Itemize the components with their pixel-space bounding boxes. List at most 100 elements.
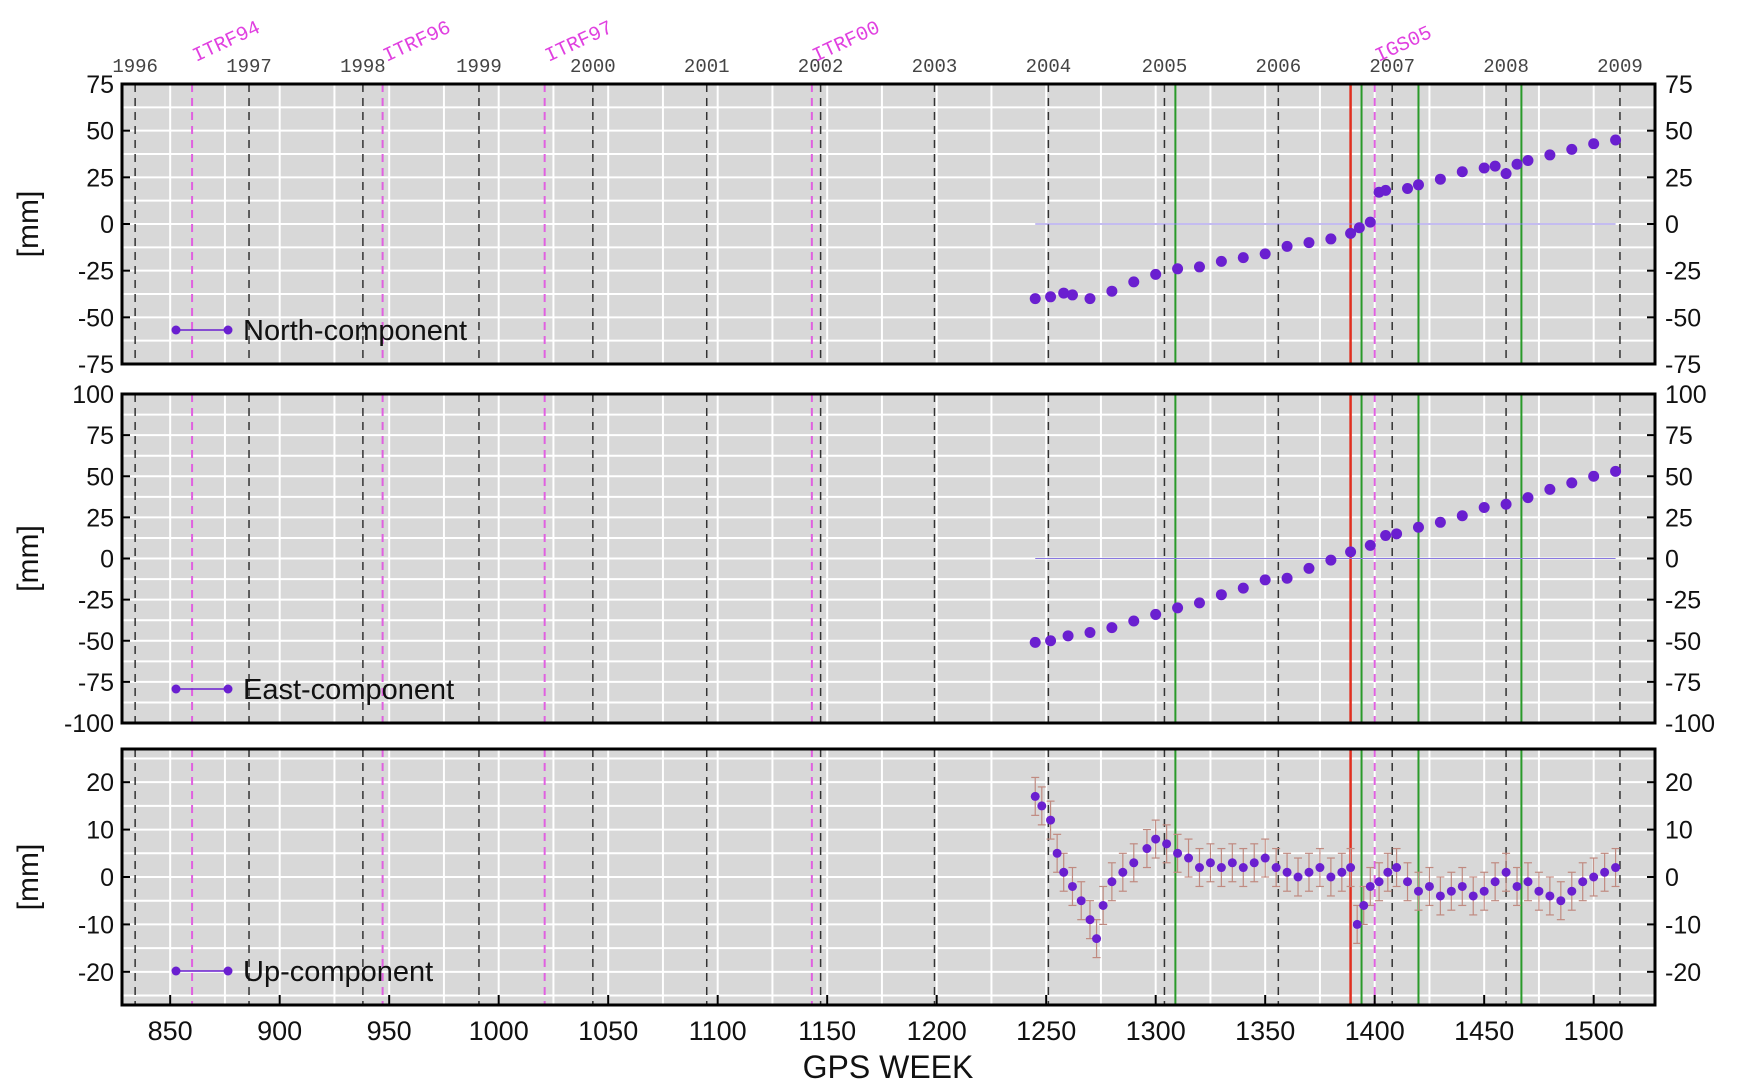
data-point: [1098, 900, 1108, 910]
year-tick-label: 2009: [1597, 56, 1643, 78]
y-tick-label-right: -20: [1665, 959, 1701, 987]
y-tick-label-left: -20: [78, 959, 114, 987]
data-point: [1184, 853, 1194, 863]
data-point: [1412, 179, 1424, 191]
data-point: [1600, 867, 1610, 877]
year-tick-label: 1996: [112, 56, 158, 78]
y-tick-label-right: 75: [1665, 71, 1693, 99]
data-point: [1059, 867, 1069, 877]
data-point: [1281, 572, 1293, 584]
y-tick-label-right: 50: [1665, 463, 1693, 491]
year-tick-label: 2000: [570, 56, 616, 78]
data-point: [1045, 635, 1057, 647]
data-point: [1353, 222, 1365, 234]
data-point: [1303, 562, 1315, 574]
data-point: [1544, 149, 1556, 161]
data-point: [1434, 173, 1446, 185]
y-tick-label-left: -50: [78, 628, 114, 656]
data-point: [1205, 858, 1215, 868]
x-tick-label: 1450: [1454, 1016, 1514, 1046]
data-point: [1058, 287, 1070, 299]
data-point: [1345, 227, 1357, 239]
data-point: [1259, 574, 1271, 586]
data-point: [1500, 168, 1512, 180]
data-point: [1237, 252, 1249, 264]
data-point: [1359, 900, 1369, 910]
data-point: [1352, 919, 1362, 929]
y-tick-label-left: -25: [78, 258, 114, 286]
data-point: [1303, 237, 1315, 249]
y-tick-label-right: 100: [1665, 381, 1707, 409]
y-tick-label-left: -75: [78, 669, 114, 697]
data-point: [1162, 839, 1172, 849]
data-point: [1315, 863, 1325, 873]
y-tick-label-left: 100: [72, 381, 114, 409]
data-point: [1456, 166, 1468, 178]
data-point: [1030, 791, 1040, 801]
x-tick-label: 1150: [798, 1016, 856, 1046]
y-tick-label-left: 20: [86, 769, 114, 797]
x-tick-label: 1350: [1235, 1016, 1295, 1046]
legend-marker: [171, 966, 181, 976]
data-point: [1150, 268, 1162, 280]
data-point: [1383, 867, 1393, 877]
x-axis-label: GPS WEEK: [803, 1049, 974, 1085]
y-tick-label-left: 10: [86, 817, 114, 845]
data-point: [1364, 216, 1376, 228]
year-tick-label: 2006: [1256, 56, 1302, 78]
data-point: [1346, 863, 1356, 873]
data-point: [1412, 521, 1424, 533]
data-point: [1238, 863, 1248, 873]
data-point: [1173, 848, 1183, 858]
y-tick-label-right: 0: [1665, 211, 1679, 239]
data-point: [1216, 863, 1226, 873]
year-tick-label: 2005: [1142, 56, 1188, 78]
data-point: [1479, 886, 1489, 896]
data-point: [1534, 886, 1544, 896]
data-point: [1282, 867, 1292, 877]
data-point: [1281, 240, 1293, 252]
data-point: [1468, 891, 1478, 901]
year-tick-label: 1997: [226, 56, 272, 78]
data-point: [1457, 881, 1467, 891]
data-point: [1435, 891, 1445, 901]
y-tick-label-left: -50: [78, 304, 114, 332]
y-tick-label-right: 0: [1665, 864, 1679, 892]
data-point: [1325, 554, 1337, 566]
data-point: [1227, 858, 1237, 868]
data-point: [1062, 630, 1074, 642]
data-point: [1374, 877, 1384, 887]
y-tick-label-left: -75: [78, 351, 114, 379]
data-point: [1478, 502, 1490, 514]
y-tick-label-left: -100: [64, 710, 114, 738]
data-point: [1522, 492, 1534, 504]
legend-marker: [223, 684, 233, 694]
data-point: [1237, 582, 1249, 594]
north-component-panel: 75 75 50 50 25 25 0 0 -25 -25 -50 -50 -75 -75 [mm] Nort…: [12, 71, 1701, 379]
data-point: [1522, 155, 1534, 167]
x-tick-label: 1050: [578, 1016, 638, 1046]
x-tick-label: 1500: [1564, 1016, 1624, 1046]
data-point: [1523, 877, 1533, 887]
data-point: [1092, 934, 1102, 944]
legend-marker: [171, 325, 181, 335]
data-point: [1566, 477, 1578, 489]
data-point: [1380, 529, 1392, 541]
year-tick-label: 2007: [1369, 56, 1415, 78]
y-tick-label-left: 25: [86, 164, 114, 192]
data-point: [1067, 881, 1077, 891]
data-point: [1326, 872, 1336, 882]
data-point: [1402, 183, 1414, 195]
data-point: [1446, 886, 1456, 896]
data-point: [1489, 160, 1501, 172]
data-point: [1194, 863, 1204, 873]
data-point: [1392, 863, 1402, 873]
up-component-panel: 20 20 10 10 0 0 -10 -10 -20 -20 [mm] Up-component: [12, 747, 1701, 1007]
legend-marker: [171, 684, 181, 694]
y-axis-label: [mm]: [12, 191, 45, 258]
x-tick-label: 1400: [1345, 1016, 1405, 1046]
y-tick-label-right: 25: [1665, 504, 1693, 532]
y-tick-label-left: 0: [100, 864, 114, 892]
data-point: [1076, 896, 1086, 906]
data-point: [1107, 877, 1117, 887]
